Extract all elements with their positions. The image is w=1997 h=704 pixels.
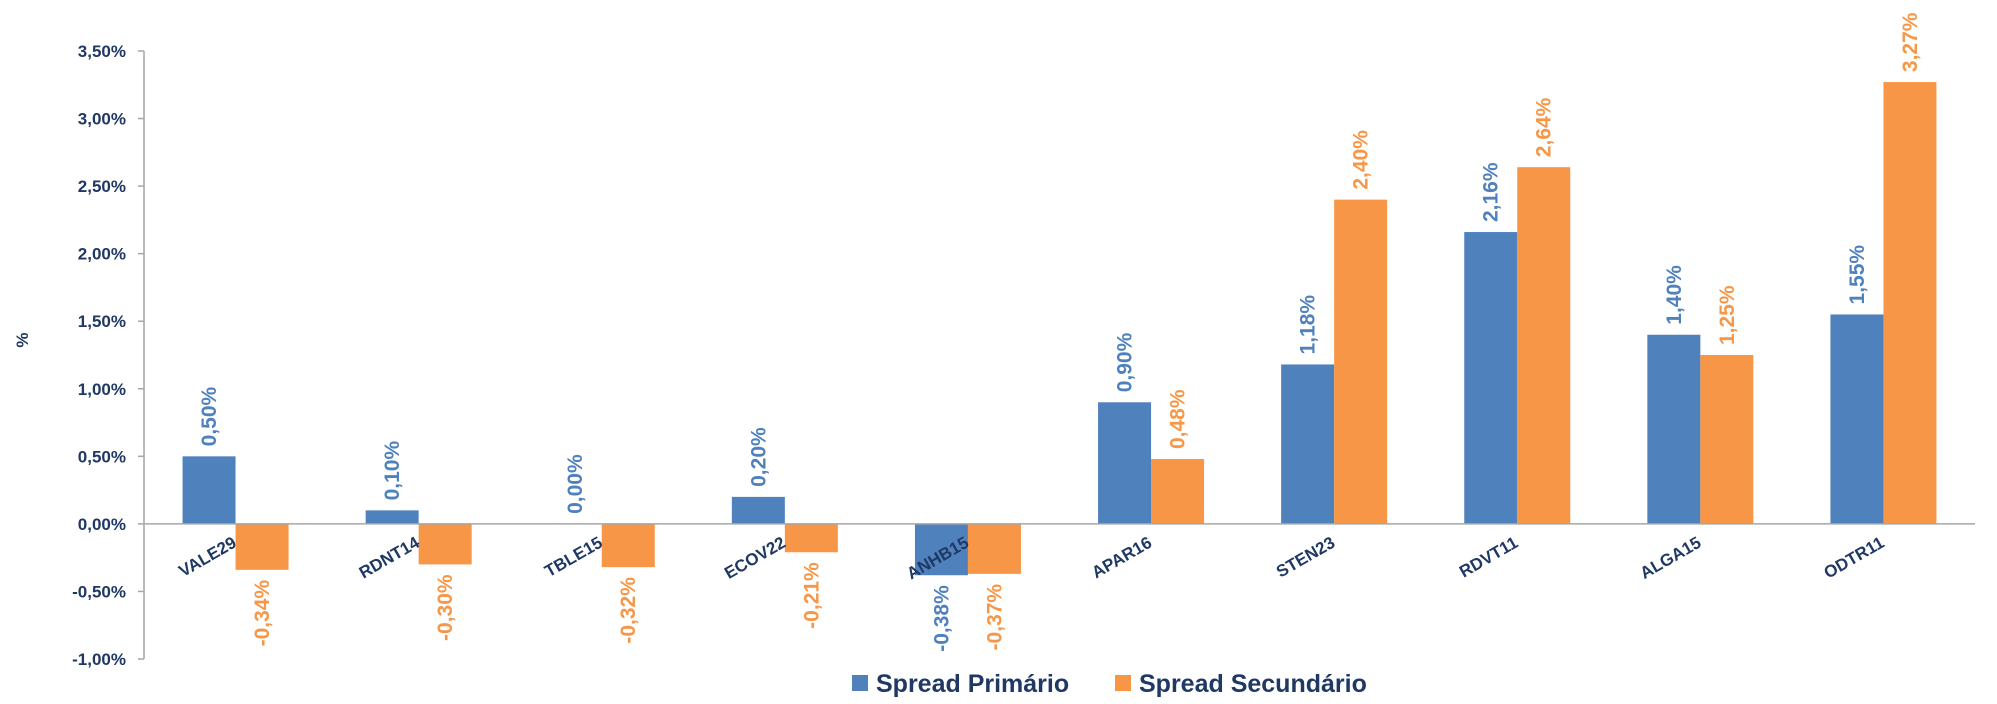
bar-spread-secundario-apar16 bbox=[1151, 459, 1204, 524]
category-label: ODTR11 bbox=[1821, 533, 1888, 583]
bar-spread-primario-rdnt14 bbox=[366, 510, 419, 524]
data-label: 0,50% bbox=[198, 386, 221, 446]
category-label: RDNT14 bbox=[356, 533, 423, 583]
y-tick-label: -0,50% bbox=[72, 582, 126, 601]
bar-spread-secundario-anhb15 bbox=[968, 524, 1021, 574]
category-label: TBLE15 bbox=[541, 533, 605, 581]
y-tick-label: 0,00% bbox=[78, 515, 126, 534]
category-label: ALGA15 bbox=[1637, 533, 1705, 583]
bar-spread-secundario-alga15 bbox=[1700, 355, 1753, 524]
bar-spread-primario-vale29 bbox=[183, 456, 236, 524]
data-label: 1,25% bbox=[1716, 285, 1739, 345]
data-label: 0,10% bbox=[381, 441, 404, 501]
data-label: 0,90% bbox=[1114, 332, 1137, 392]
y-tick-label: 3,00% bbox=[78, 110, 126, 129]
data-label: 2,64% bbox=[1533, 97, 1556, 157]
bar-spread-secundario-odtr11 bbox=[1883, 82, 1936, 524]
y-tick-label: 0,50% bbox=[78, 447, 126, 466]
bar-spread-primario-odtr11 bbox=[1830, 314, 1883, 523]
y-tick-label: 1,00% bbox=[78, 380, 126, 399]
data-label: -0,37% bbox=[983, 584, 1006, 651]
bar-spread-primario-rdvt11 bbox=[1464, 232, 1517, 524]
category-label: STEN23 bbox=[1273, 533, 1338, 582]
data-label: -0,21% bbox=[800, 562, 823, 629]
bar-spread-secundario-rdvt11 bbox=[1517, 167, 1570, 524]
legend-label: Spread Secundário bbox=[1139, 670, 1367, 698]
bars-layer bbox=[183, 82, 1937, 575]
y-axis-title: % bbox=[13, 332, 32, 347]
legend-swatch bbox=[1115, 675, 1131, 691]
data-label: 1,55% bbox=[1846, 245, 1869, 305]
data-label: -0,32% bbox=[617, 577, 640, 644]
data-label: 2,16% bbox=[1480, 162, 1503, 222]
bar-spread-primario-sten23 bbox=[1281, 364, 1334, 523]
y-tick-labels: -1,00% -0,50% 0,00% 0,50% 1,00% 1,50% 2,00% 2,5… bbox=[72, 42, 126, 669]
y-tick-label: -1,00% bbox=[72, 650, 126, 669]
bar-spread-primario-ecov22 bbox=[732, 497, 785, 524]
y-tick-label: 2,00% bbox=[78, 245, 126, 264]
legend: Spread Primário Spread Secundário bbox=[852, 670, 1367, 698]
data-label: -0,30% bbox=[434, 574, 457, 641]
category-label: RDVT11 bbox=[1456, 533, 1521, 582]
data-label: -0,38% bbox=[930, 585, 953, 652]
category-label: VALE29 bbox=[175, 533, 239, 581]
category-label: ECOV22 bbox=[721, 533, 789, 583]
category-label: APAR16 bbox=[1089, 533, 1156, 582]
data-label: 0,00% bbox=[564, 454, 587, 514]
legend-swatch bbox=[852, 675, 868, 691]
y-tick-label: 3,50% bbox=[78, 42, 126, 61]
y-tick-label: 2,50% bbox=[78, 177, 126, 196]
data-label: 2,40% bbox=[1350, 130, 1373, 190]
bar-spread-primario-alga15 bbox=[1647, 335, 1700, 524]
bar-spread-secundario-vale29 bbox=[236, 524, 289, 570]
bar-spread-secundario-rdnt14 bbox=[419, 524, 472, 565]
legend-label: Spread Primário bbox=[876, 670, 1069, 698]
bar-spread-secundario-ecov22 bbox=[785, 524, 838, 552]
data-label: 3,27% bbox=[1899, 12, 1922, 72]
bar-spread-secundario-sten23 bbox=[1334, 200, 1387, 524]
data-label: 0,20% bbox=[747, 427, 770, 487]
data-label: 0,48% bbox=[1167, 389, 1190, 449]
bar-spread-secundario-tble15 bbox=[602, 524, 655, 567]
data-label: 1,18% bbox=[1297, 295, 1320, 355]
y-tick-label: 1,50% bbox=[78, 312, 126, 331]
data-label: -0,34% bbox=[251, 580, 274, 647]
bar-spread-primario-apar16 bbox=[1098, 402, 1151, 524]
data-label: 1,40% bbox=[1663, 265, 1686, 325]
